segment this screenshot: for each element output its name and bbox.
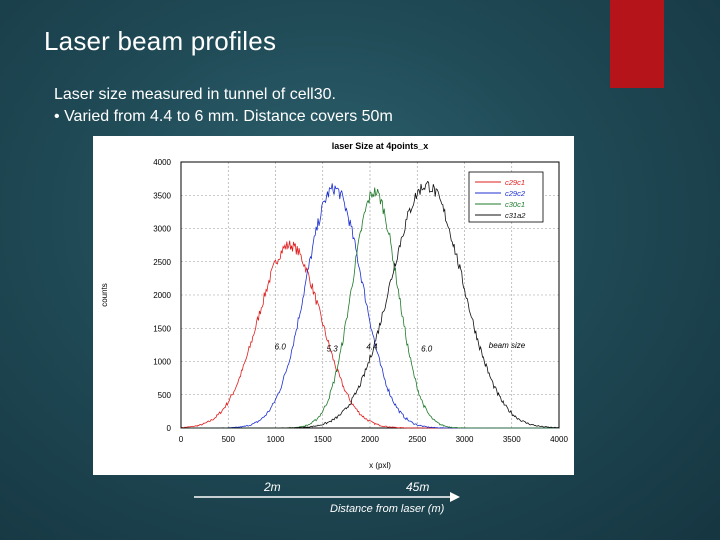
series-lines bbox=[180, 180, 560, 429]
chart-annotation: 5.3 bbox=[327, 345, 339, 354]
legend-label: c30c1 bbox=[505, 200, 525, 209]
bullet-symbol: • bbox=[54, 108, 60, 125]
x-axis-label: x (pxl) bbox=[369, 461, 391, 470]
x-tick-label: 2500 bbox=[408, 435, 426, 444]
y-tick-label: 4000 bbox=[153, 158, 171, 167]
legend-label: c29c2 bbox=[505, 189, 526, 198]
chart-annotation: 6.0 bbox=[275, 343, 287, 352]
x-tick-label: 1500 bbox=[314, 435, 332, 444]
axes: 0 500 1000 1500 2000 2500 3000 3500 4000 0 500 1000… bbox=[153, 158, 568, 444]
legend-label: c29c1 bbox=[505, 178, 525, 187]
chart-panel: 0 500 1000 1500 2000 2500 3000 3500 4000 0 500 1000… bbox=[93, 136, 574, 475]
distance-end-label: 45m bbox=[406, 480, 430, 494]
legend-box bbox=[468, 171, 544, 223]
chart-annotation: 4.4 bbox=[366, 343, 378, 352]
accent-bar bbox=[610, 0, 664, 88]
bullet-line: • Varied from 4.4 to 6 mm. Distance cove… bbox=[54, 106, 393, 128]
distance-arrow bbox=[192, 490, 462, 502]
distance-start-label: 2m bbox=[264, 480, 281, 494]
chart-annotation: beam size bbox=[489, 341, 526, 350]
bullet-text: Varied from 4.4 to 6 mm. Distance covers… bbox=[64, 108, 393, 125]
chart-svg: 0 500 1000 1500 2000 2500 3000 3500 4000 0 500 1000… bbox=[100, 141, 568, 470]
slide-subtitle: Laser size measured in tunnel of cell30. bbox=[54, 86, 336, 103]
y-tick-label: 500 bbox=[158, 391, 172, 400]
legend: c29c1 c29c2 c30c1 c31a2 bbox=[468, 171, 544, 223]
y-tick-label: 1500 bbox=[153, 324, 171, 333]
x-tick-label: 2000 bbox=[361, 435, 379, 444]
y-axis-label: counts bbox=[100, 283, 109, 307]
x-tick-label: 1000 bbox=[267, 435, 285, 444]
y-tick-label: 3500 bbox=[153, 191, 171, 200]
y-tick-label: 3000 bbox=[153, 225, 171, 234]
x-tick-label: 4000 bbox=[550, 435, 568, 444]
y-tick-label: 0 bbox=[167, 424, 172, 433]
chart-labels: laser Size at 4points_xx (pxl) counts 6.0 5… bbox=[100, 141, 526, 470]
slide-title: Laser beam profiles bbox=[44, 26, 277, 56]
x-tick-label: 500 bbox=[222, 435, 236, 444]
series-line-c31a2 bbox=[180, 180, 560, 429]
y-tick-label: 2000 bbox=[153, 291, 171, 300]
x-tick-label: 3000 bbox=[456, 435, 474, 444]
x-tick-label: 3500 bbox=[503, 435, 521, 444]
x-tick-label: 0 bbox=[179, 435, 184, 444]
chart-title: laser Size at 4points_x bbox=[332, 141, 429, 151]
legend-label: c31a2 bbox=[505, 211, 526, 220]
y-tick-label: 2500 bbox=[153, 258, 171, 267]
y-tick-label: 1000 bbox=[153, 358, 171, 367]
plot-frame bbox=[180, 161, 560, 429]
chart-annotation: 6.0 bbox=[421, 345, 433, 354]
distance-caption: Distance from laser (m) bbox=[330, 503, 445, 515]
